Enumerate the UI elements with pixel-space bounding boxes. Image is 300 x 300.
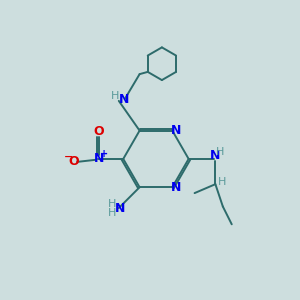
- Text: N: N: [171, 181, 181, 194]
- Text: −: −: [64, 152, 74, 162]
- Text: H: H: [111, 91, 119, 100]
- Text: N: N: [171, 124, 181, 137]
- Text: H: H: [218, 177, 226, 187]
- Text: N: N: [115, 202, 125, 215]
- Text: H: H: [108, 208, 116, 218]
- Text: N: N: [94, 152, 104, 164]
- Text: O: O: [68, 155, 79, 168]
- Text: N: N: [210, 149, 220, 162]
- Text: O: O: [94, 125, 104, 138]
- Text: +: +: [100, 149, 109, 159]
- Text: H: H: [216, 147, 225, 158]
- Text: N: N: [119, 93, 129, 106]
- Text: H: H: [108, 199, 116, 208]
